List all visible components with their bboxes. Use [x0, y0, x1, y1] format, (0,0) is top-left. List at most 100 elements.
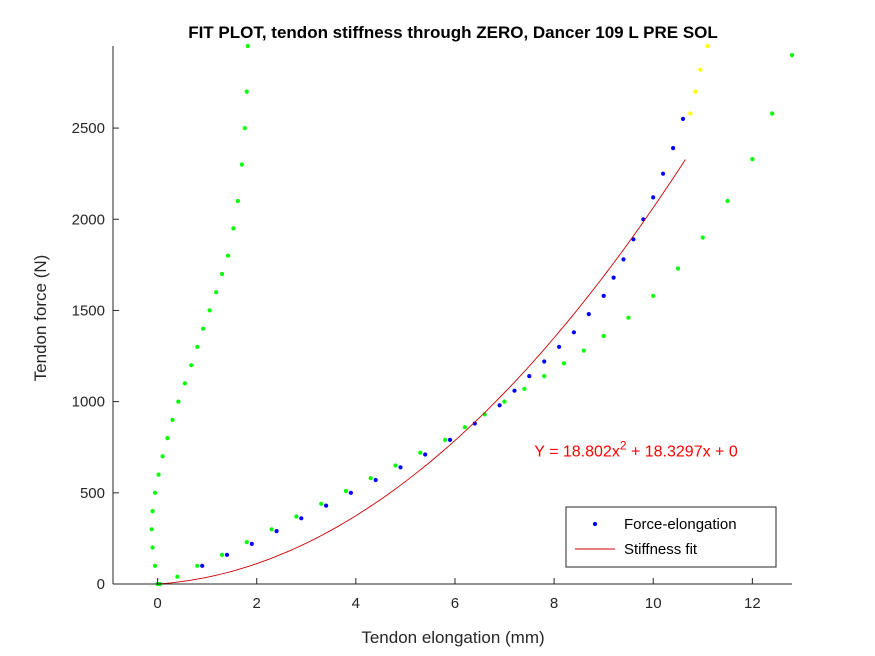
data-point [542, 374, 547, 379]
x-tick-label: 12 [744, 595, 761, 612]
y-axis-label: Tendon force (N) [31, 255, 50, 382]
data-point [294, 514, 299, 519]
data-point [611, 275, 616, 280]
data-point [200, 563, 205, 568]
data-point [373, 477, 378, 483]
data-point [675, 266, 681, 271]
data-point [239, 162, 244, 167]
data-point [393, 463, 398, 468]
data-point [225, 253, 231, 258]
data-point [443, 437, 448, 442]
series-3 [200, 116, 686, 568]
data-point [522, 386, 527, 391]
data-point [231, 226, 236, 231]
data-point [274, 529, 279, 534]
x-axis-label: Tendon elongation (mm) [361, 628, 544, 647]
data-point [581, 348, 586, 353]
legend-entry: Force-elongation [592, 516, 737, 533]
data-point [207, 308, 212, 313]
data-point [160, 454, 165, 459]
data-point [502, 399, 507, 404]
data-point [447, 437, 453, 442]
x-tick-label: 10 [645, 595, 662, 612]
x-tick-label: 0 [153, 595, 161, 612]
equation-annotation: Y = 18.802x2 + 18.3297x + 0 [534, 438, 738, 460]
data-point [324, 503, 329, 508]
x-tick-label: 4 [352, 595, 360, 612]
data-point [368, 476, 373, 481]
data-point [150, 545, 155, 550]
data-point [586, 312, 591, 317]
data-point [462, 425, 467, 430]
data-point [698, 67, 703, 72]
data-point [750, 157, 755, 162]
data-point [244, 540, 249, 545]
legend-box [565, 506, 777, 568]
data-point [348, 490, 353, 495]
data-point [150, 509, 155, 514]
series-0 [149, 43, 250, 587]
data-point [175, 574, 180, 579]
data-point [693, 89, 698, 94]
data-point [219, 271, 225, 277]
data-point [626, 315, 631, 320]
data-point [195, 344, 200, 349]
data-point [561, 361, 567, 366]
data-point [182, 381, 187, 386]
data-point [770, 111, 775, 116]
data-point [235, 198, 240, 204]
data-point [244, 89, 249, 94]
data-point [651, 195, 656, 200]
y-tick-label: 2500 [72, 120, 105, 137]
data-point [398, 465, 403, 470]
data-point [189, 363, 194, 368]
data-point [497, 403, 502, 408]
data-point [688, 111, 693, 116]
data-point [472, 421, 477, 426]
data-point [153, 490, 158, 495]
data-point [631, 237, 636, 242]
data-point [224, 552, 230, 557]
data-point [343, 488, 348, 494]
data-point [789, 53, 795, 58]
legend: Force-elongation Stiffness fit [565, 506, 777, 568]
legend-label: Force-elongation [624, 516, 737, 533]
data-point [176, 399, 181, 404]
equation-text: Y = 18.802x2 + 18.3297x + 0 [534, 438, 738, 460]
data-point [680, 116, 686, 121]
data-point [527, 374, 532, 379]
legend-marker-dot [592, 521, 598, 527]
data-point [700, 235, 705, 240]
data-point [219, 552, 225, 557]
data-point [621, 257, 626, 262]
data-point [319, 501, 324, 506]
equation-suffix: + 18.3297x + 0 [627, 443, 738, 460]
data-point [671, 146, 676, 151]
data-point [557, 344, 562, 349]
equation-exponent: 2 [620, 438, 627, 452]
data-point [249, 541, 254, 547]
data-point [661, 171, 666, 176]
data-point [705, 43, 710, 49]
data-point [214, 290, 219, 295]
data-point [156, 472, 161, 477]
y-tick-label: 0 [97, 576, 105, 593]
legend-label: Stiffness fit [624, 541, 698, 558]
data-point [571, 330, 577, 335]
data-point [418, 450, 423, 455]
data-point [149, 527, 154, 532]
axes: 0 2 4 6 8 10 12 0 500 1000 1500 2000 2500 [72, 46, 792, 612]
data-point [423, 452, 428, 457]
data-point [542, 359, 547, 364]
data-point [651, 293, 656, 298]
x-tick-label: 2 [253, 595, 261, 612]
data-point [242, 126, 247, 131]
data-point [195, 563, 200, 568]
y-tick-label: 1500 [72, 302, 105, 319]
data-point [269, 527, 274, 532]
series-2 [688, 43, 710, 116]
x-tick-label: 6 [451, 595, 459, 612]
legend-entry: Stiffness fit [575, 541, 698, 558]
data-point [153, 563, 158, 568]
